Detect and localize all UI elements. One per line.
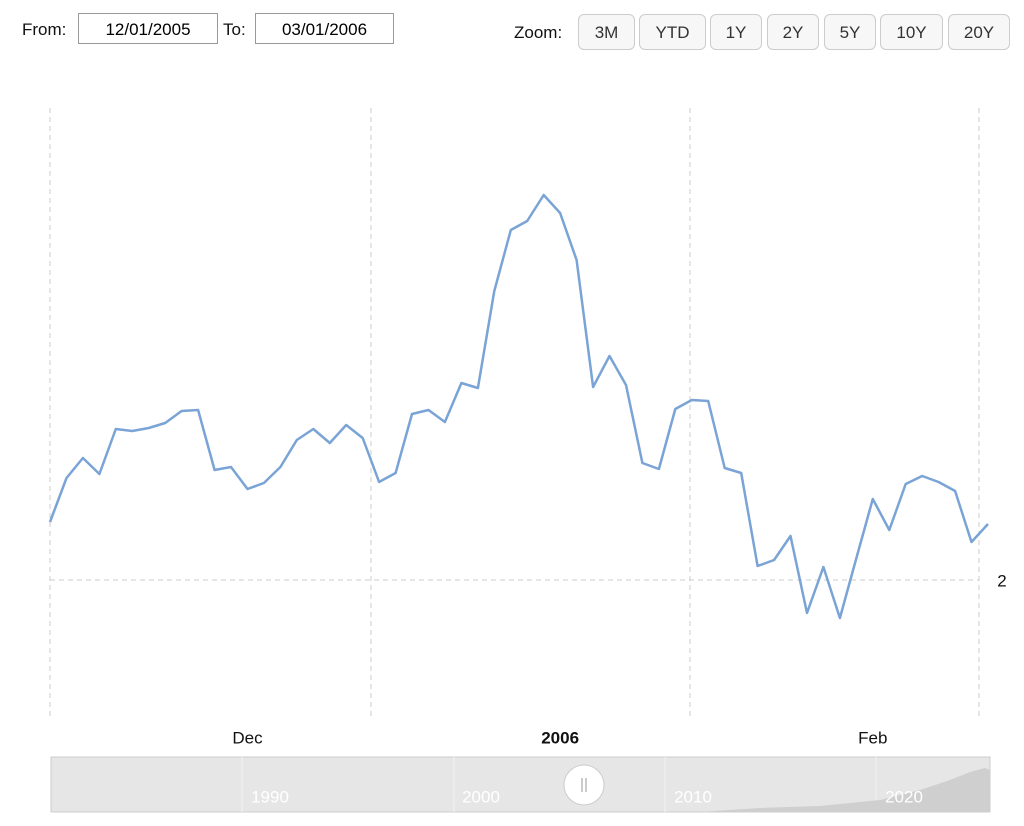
zoom-button[interactable]: 2Y xyxy=(767,14,819,50)
zoom-button[interactable]: 20Y xyxy=(948,14,1010,50)
navigator-series xyxy=(700,768,990,812)
zoom-button[interactable]: 1Y xyxy=(710,14,762,50)
y-tick-label: 2 xyxy=(997,571,1006,590)
from-label: From: xyxy=(22,20,67,39)
navigator-labels: 1990 2000 2010 2020 xyxy=(251,787,923,806)
navigator-label: 2010 xyxy=(674,787,712,806)
x-tick-label: Feb xyxy=(858,728,887,747)
zoom-button[interactable]: YTD xyxy=(639,14,706,50)
from-input[interactable]: 12/01/2005 xyxy=(78,13,218,44)
to-input[interactable]: 03/01/2006 xyxy=(255,13,394,44)
zoom-button[interactable]: 3M xyxy=(578,14,635,50)
navigator-label: 1990 xyxy=(251,787,289,806)
x-tick-label: Dec xyxy=(232,728,263,747)
to-label: To: xyxy=(223,20,246,39)
navigator-handle[interactable] xyxy=(563,764,605,806)
x-tick-label: 2006 xyxy=(541,728,579,747)
navigator-label: 2000 xyxy=(462,787,500,806)
line-series xyxy=(48,193,989,620)
zoom-label: Zoom: xyxy=(514,23,563,42)
zoom-button[interactable]: 10Y xyxy=(880,14,943,50)
x-grid xyxy=(49,108,980,716)
navigator-label: 2020 xyxy=(885,787,923,806)
zoom-button[interactable]: 5Y xyxy=(824,14,876,50)
navigator[interactable] xyxy=(50,756,991,813)
